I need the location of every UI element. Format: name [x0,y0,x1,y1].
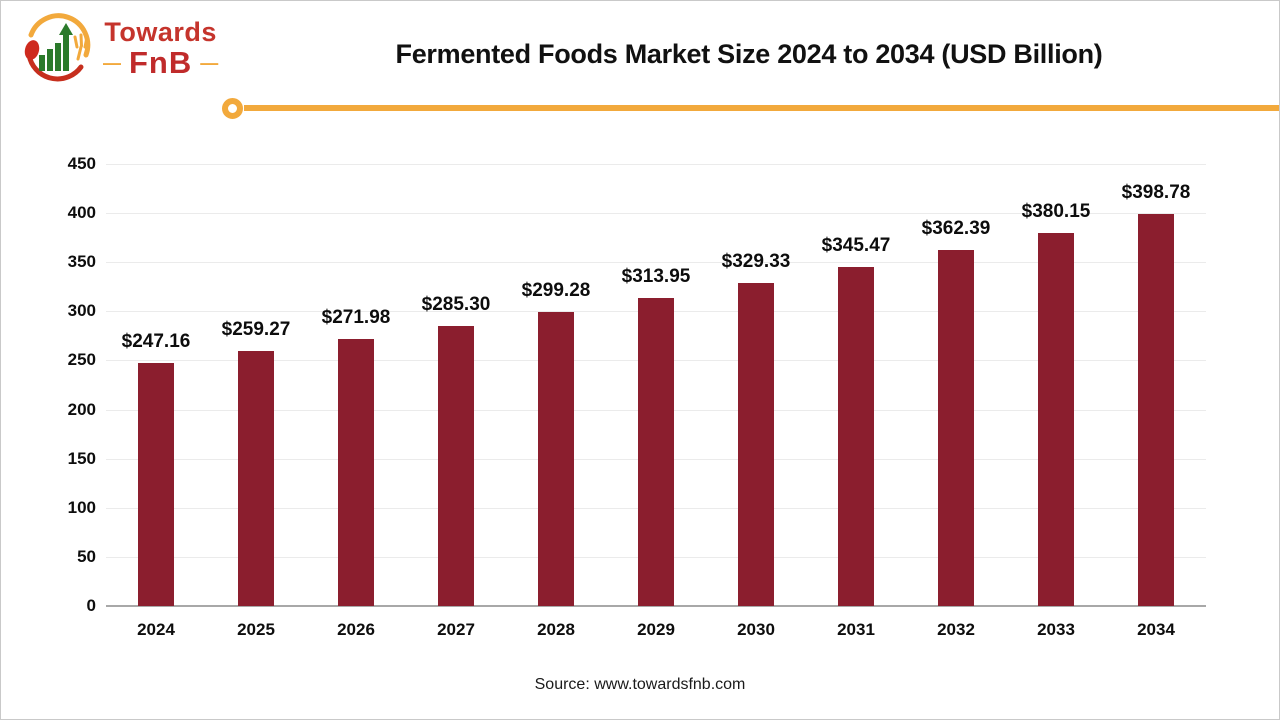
y-axis-tick-label: 300 [67,301,96,321]
bar [1038,232,1074,606]
bar-value-label: $362.39 [921,218,991,240]
bar [338,338,374,606]
gridline [106,164,1206,165]
logo-dash-left: — [103,53,121,73]
x-axis-tick-label: 2031 [837,620,875,639]
bar [638,297,674,606]
x-axis-tick-label: 2033 [1037,620,1075,639]
y-axis-tick-label: 0 [86,596,96,615]
source-text: Source: www.towardsfnb.com [534,676,746,693]
x-axis-tick-label: 2030 [737,620,775,639]
divider-line [244,105,1279,111]
logo-wordmark: Towards — FnB — [103,17,218,79]
x-axis-tick-label: 2034 [1137,620,1175,639]
logo-text-towards: Towards [104,17,217,47]
bar-value-label: $345.47 [821,234,891,256]
divider-ring-icon [222,98,243,119]
x-axis-tick-label: 2028 [537,620,575,639]
bar-value-label: $271.98 [321,306,391,328]
y-axis-tick-label: 350 [67,252,96,272]
bar [538,312,574,606]
y-axis-tick-label: 100 [67,497,96,517]
gridline [106,262,1206,264]
x-axis-tick-label: 2032 [937,620,975,639]
x-axis-tick-label: 2025 [237,620,275,639]
x-axis-tick-label: 2026 [337,620,375,639]
bar-value-label: $259.27 [221,319,291,341]
chart-title: Fermented Foods Market Size 2024 to 2034… [395,39,1103,69]
y-axis-tick-label: 250 [67,350,96,370]
x-axis-tick-label: 2027 [437,620,475,639]
x-axis-tick-label: 2024 [137,620,175,639]
x-axis-tick-label: 2029 [637,620,675,639]
plot-area: 0 50 100 150 200 250 300 350 400 450 $247.16 2024 $2… [68,154,1206,639]
logo-fnb-row: — FnB — [103,47,218,79]
bar [1138,214,1174,606]
bar-value-label: $299.28 [521,280,591,302]
y-axis-tick-label: 200 [67,399,96,419]
bar-value-label: $313.95 [621,265,691,287]
bar [138,363,174,606]
y-axis-tick-label: 50 [77,546,96,566]
bar [738,282,774,606]
logo-dash-right: — [200,53,219,73]
towards-fnb-logo: Towards — FnB — [23,13,218,83]
bar [238,351,274,606]
bar [938,250,974,606]
towards-fnb-logo-icon [24,13,91,82]
y-axis-tick-label: 150 [67,448,96,468]
bar-value-label: $398.78 [1121,182,1191,204]
bar [838,266,874,606]
y-axis-tick-label: 450 [67,154,96,173]
logo-text-fnb: FnB [129,45,193,80]
gridline [106,213,1206,215]
bar-value-label: $380.15 [1021,200,1091,222]
bar-value-label: $247.16 [121,331,191,353]
bar-value-label: $329.33 [721,250,791,272]
bar-value-label: $285.30 [421,293,491,315]
y-axis-tick-label: 400 [67,203,96,223]
bar [438,325,474,606]
x-axis-line [106,605,1206,607]
